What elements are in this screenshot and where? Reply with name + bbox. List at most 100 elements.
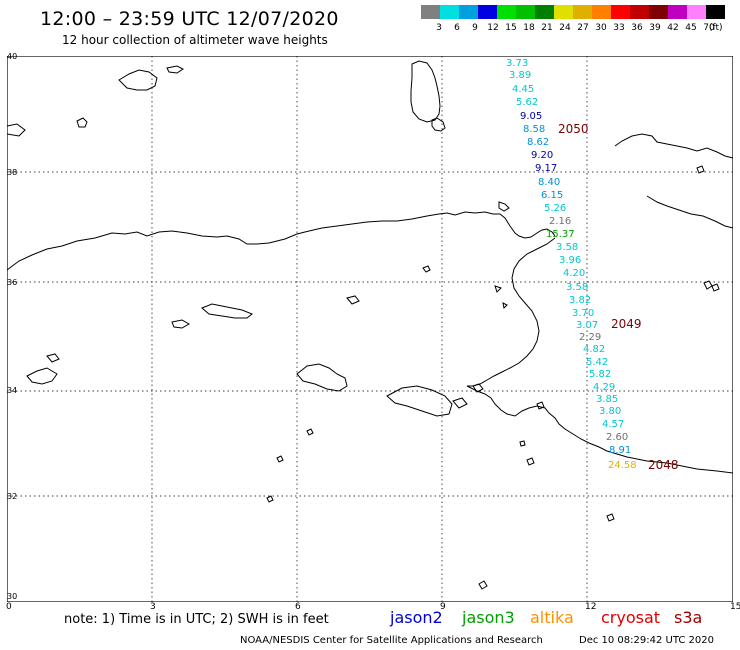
wave-height-value: 4.82 bbox=[583, 344, 606, 355]
wave-height-value: 3.85 bbox=[596, 394, 619, 405]
scale-label: 30 bbox=[595, 23, 607, 33]
pass-label: 2049 bbox=[611, 317, 642, 331]
scale-swatch bbox=[421, 5, 440, 19]
island-dot-2 bbox=[276, 455, 284, 463]
latitude-label: 38 bbox=[7, 168, 18, 177]
graticule bbox=[7, 56, 733, 602]
latitude-label: 40 bbox=[7, 52, 18, 61]
scale-swatch bbox=[630, 5, 649, 19]
scale-swatch bbox=[706, 5, 725, 19]
latitude-label: 32 bbox=[7, 492, 18, 501]
scale-swatch bbox=[649, 5, 668, 19]
note-text: note: 1) Time is in UTC; 2) SWH is in fe… bbox=[64, 612, 329, 627]
scale-label: 18 bbox=[523, 23, 535, 33]
wave-height-value: 3.58 bbox=[566, 282, 589, 293]
scale-label: 21 bbox=[541, 23, 553, 33]
island-dot-8 bbox=[526, 457, 535, 466]
scale-swatch bbox=[554, 5, 573, 19]
scale-unit: (ft) bbox=[709, 23, 723, 33]
map-border bbox=[6, 55, 734, 603]
scale-label: 9 bbox=[472, 23, 478, 33]
island-dot-1 bbox=[306, 428, 314, 436]
footer-credit: NOAA/NESDIS Center for Satellite Applica… bbox=[240, 635, 543, 646]
wave-height-value: 3.73 bbox=[506, 58, 529, 69]
wave-height-value: 15.37 bbox=[546, 229, 575, 240]
wave-height-value: 3.07 bbox=[576, 320, 599, 331]
latitude-label: 30 bbox=[7, 592, 18, 601]
balearic-minorca bbox=[166, 65, 184, 74]
wave-height-value: 9.05 bbox=[520, 111, 543, 122]
scale-label: 24 bbox=[559, 23, 571, 33]
crete-large bbox=[296, 363, 348, 392]
scale-swatch bbox=[516, 5, 535, 19]
longitude-label: 0 bbox=[6, 602, 12, 612]
wave-height-value: 3.82 bbox=[569, 295, 592, 306]
island-dot-11 bbox=[711, 283, 720, 292]
scale-swatch bbox=[459, 5, 478, 19]
wave-height-value: 9.20 bbox=[531, 150, 554, 161]
balearic-majorca bbox=[118, 69, 158, 91]
wave-height-value: 3.96 bbox=[559, 255, 582, 266]
scale-label: 45 bbox=[685, 23, 697, 33]
wave-height-value: 4.20 bbox=[563, 268, 586, 279]
scale-swatch bbox=[592, 5, 611, 19]
wave-height-value: 2.16 bbox=[549, 216, 572, 227]
island-dot-3 bbox=[266, 495, 274, 503]
island-dot-5 bbox=[494, 285, 502, 293]
scale-label: 70 bbox=[703, 23, 715, 33]
scale-swatch bbox=[687, 5, 706, 19]
wave-height-value: 3.70 bbox=[572, 308, 595, 319]
sicily-coast bbox=[614, 133, 734, 159]
island-dot-6 bbox=[502, 302, 508, 310]
island-dot-10 bbox=[478, 580, 488, 590]
scale-swatch bbox=[535, 5, 554, 19]
latitude-label: 36 bbox=[7, 278, 18, 287]
italy-heel-coast bbox=[646, 195, 734, 229]
wave-height-value: 3.80 bbox=[599, 406, 622, 417]
satellite-legend-cryosat: cryosat bbox=[601, 608, 661, 627]
wave-height-value: 5.42 bbox=[586, 357, 609, 368]
wave-height-value: 8.62 bbox=[527, 137, 550, 148]
scale-swatch bbox=[497, 5, 516, 19]
scale-label: 6 bbox=[454, 23, 460, 33]
page-title: 12:00 – 23:59 UTC 12/07/2020 bbox=[40, 8, 339, 30]
longitude-label: 9 bbox=[440, 602, 446, 612]
scale-label: 12 bbox=[487, 23, 499, 33]
island-dot-13 bbox=[606, 513, 615, 522]
scale-swatch bbox=[573, 5, 592, 19]
satellite-legend-altika: altika bbox=[530, 608, 574, 627]
scale-swatch bbox=[478, 5, 497, 19]
satellite-legend-s3a: s3a bbox=[674, 608, 703, 627]
wave-height-value: 6.15 bbox=[541, 190, 564, 201]
north-africa-coast bbox=[6, 211, 556, 271]
latitude-label: 34 bbox=[7, 386, 18, 395]
page-subtitle: 12 hour collection of altimeter wave hei… bbox=[62, 33, 328, 47]
longitude-label: 6 bbox=[295, 602, 301, 612]
scale-label: 27 bbox=[577, 23, 589, 33]
wave-height-value: 9.17 bbox=[535, 163, 558, 174]
island-dot-9 bbox=[519, 440, 526, 447]
wave-height-value: 8.91 bbox=[609, 445, 632, 456]
corsica-fragment bbox=[431, 117, 446, 132]
coastlines bbox=[6, 60, 734, 590]
wave-height-value: 8.40 bbox=[538, 177, 561, 188]
scale-label: 36 bbox=[631, 23, 643, 33]
longitude-label: 15 bbox=[730, 602, 740, 612]
map-frame bbox=[6, 55, 734, 606]
wave-height-value: 2.60 bbox=[606, 432, 629, 443]
scale-swatch bbox=[440, 5, 459, 19]
scale-swatch bbox=[668, 5, 687, 19]
island-small-2 bbox=[452, 397, 468, 409]
wave-height-value: 3.89 bbox=[509, 70, 532, 81]
wave-height-value: 4.29 bbox=[593, 382, 616, 393]
libya-coast bbox=[466, 237, 734, 474]
wave-height-value: 24.58 bbox=[608, 460, 637, 471]
satellite-legend-jason2: jason2 bbox=[390, 608, 443, 627]
pass-label: 2050 bbox=[558, 122, 589, 136]
sardinia-island bbox=[410, 60, 441, 123]
balearic-ibiza bbox=[76, 117, 88, 128]
wave-height-value: 4.57 bbox=[602, 419, 625, 430]
footer-date: Dec 10 08:29:42 UTC 2020 bbox=[579, 635, 714, 646]
scale-label: 3 bbox=[436, 23, 442, 33]
island-small-1 bbox=[346, 295, 360, 305]
